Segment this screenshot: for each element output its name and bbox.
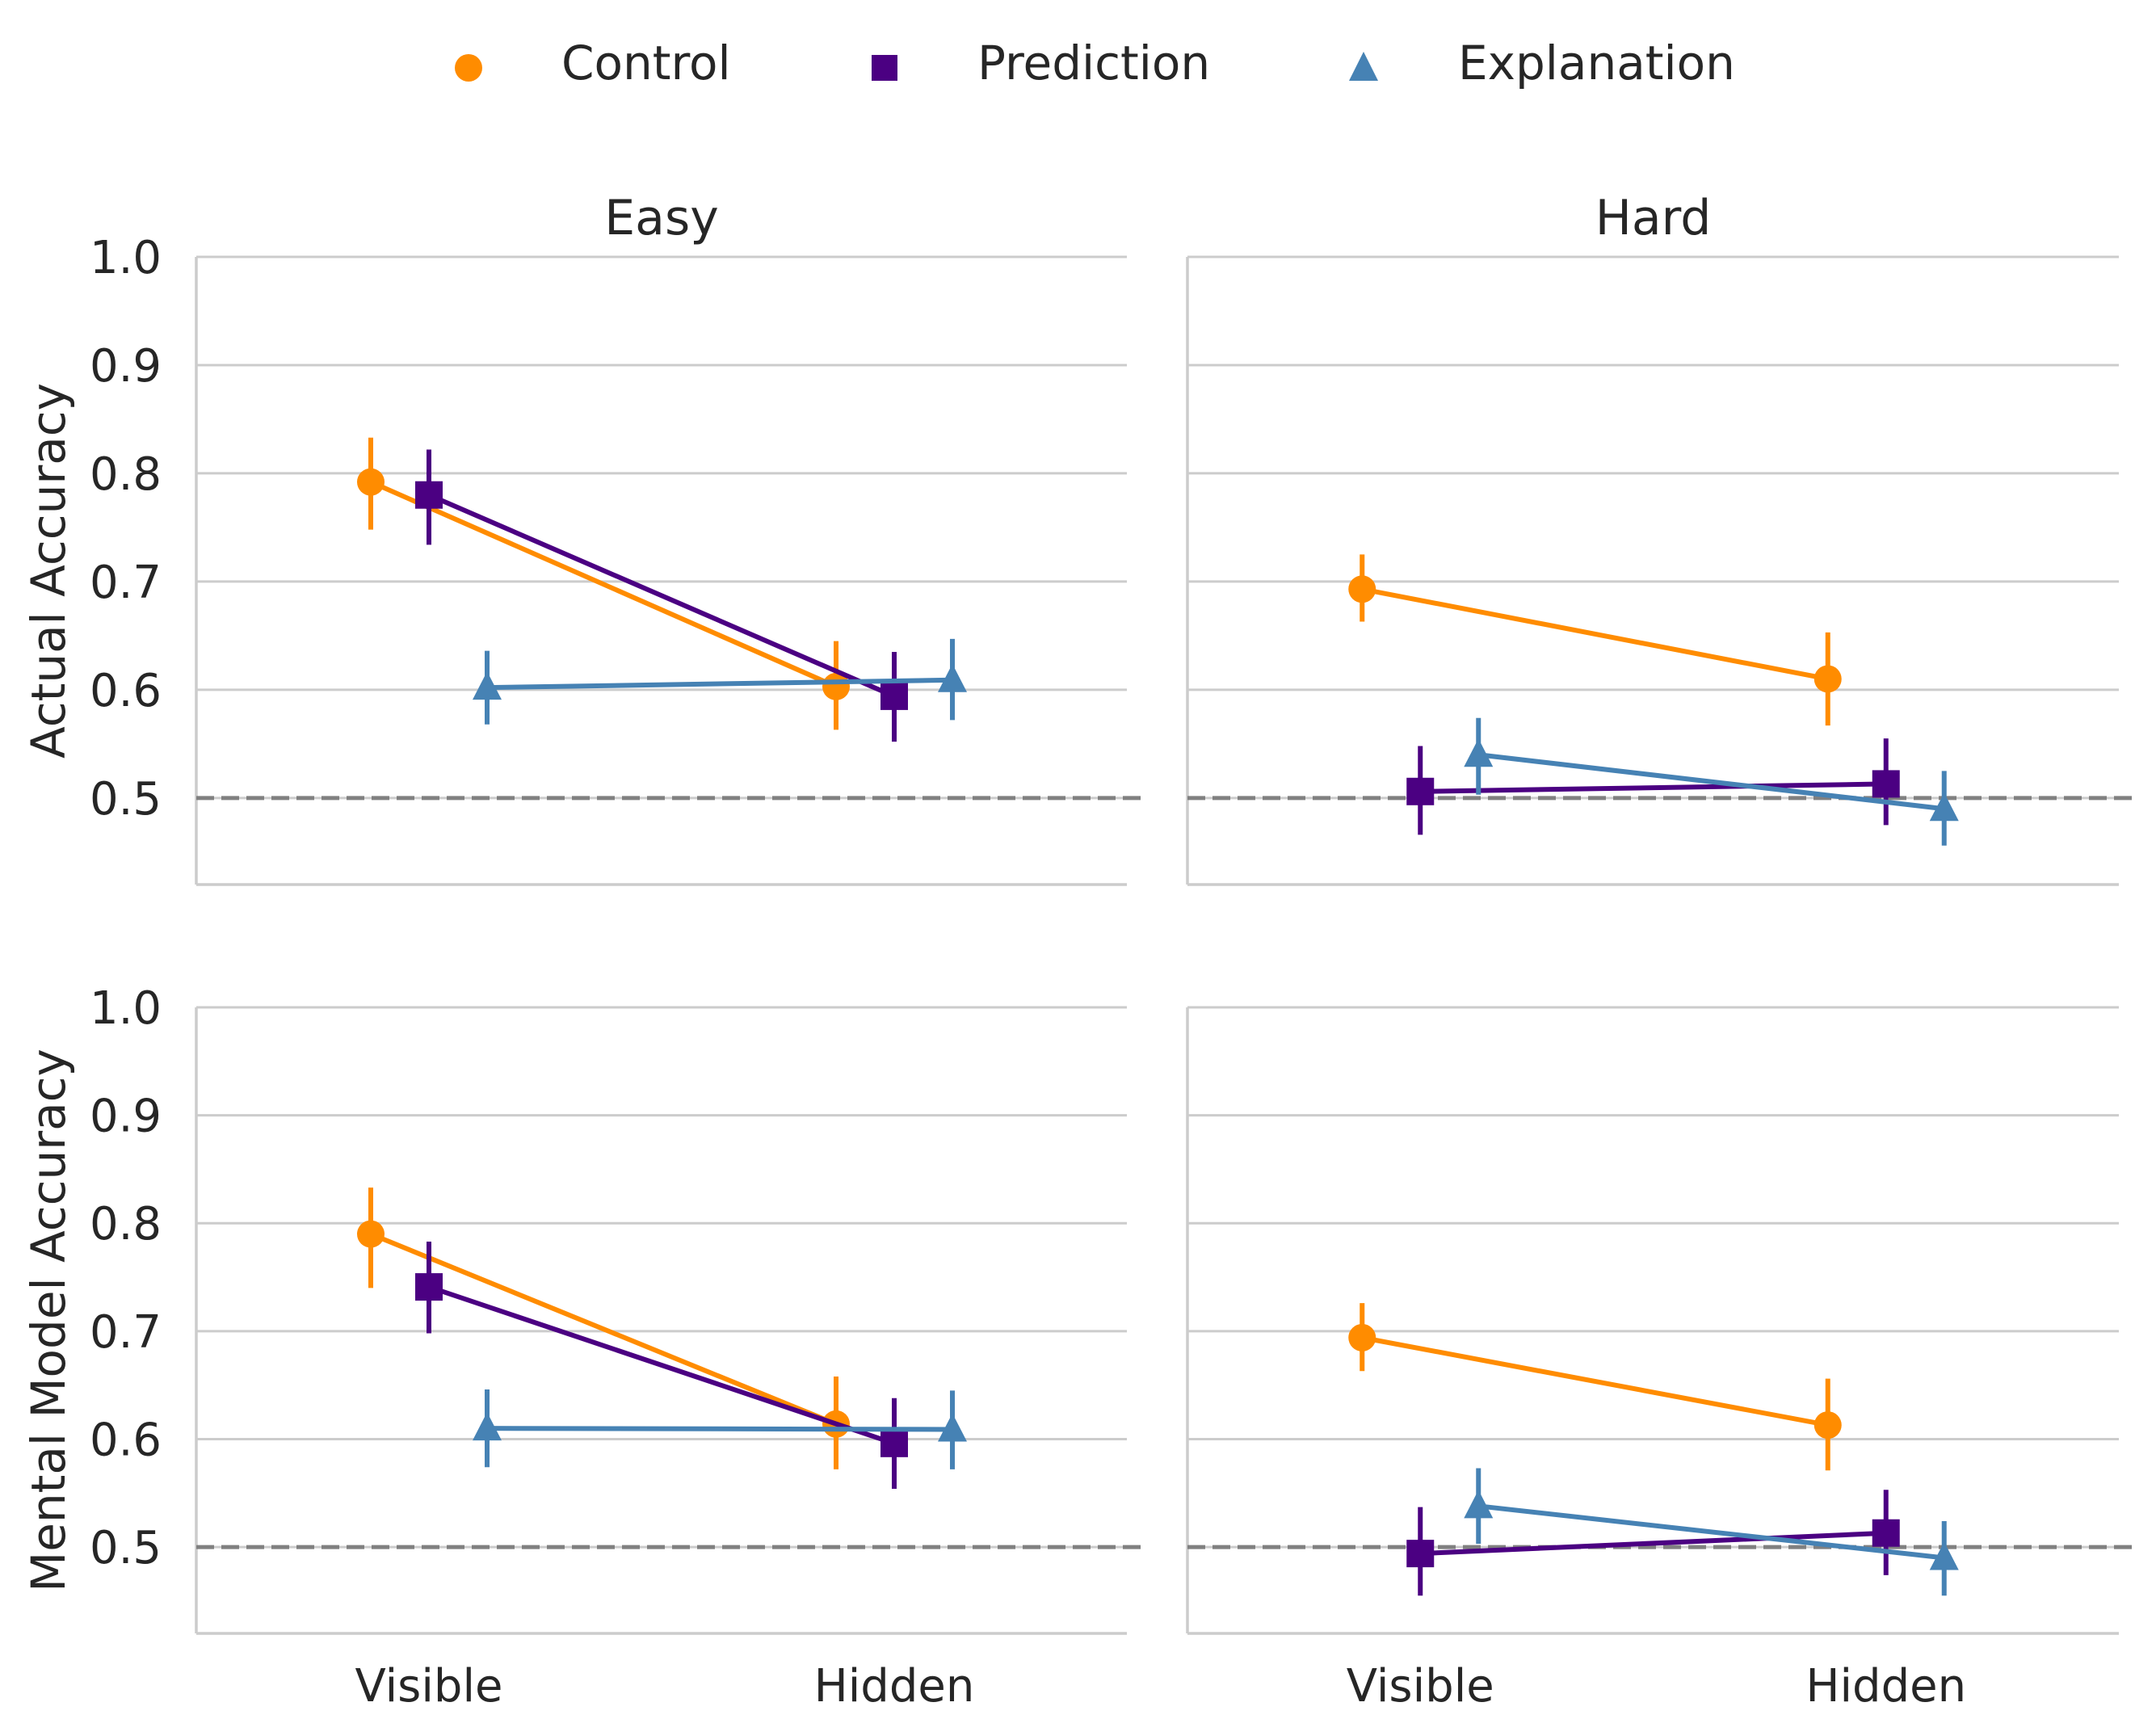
y-tick-label: 0.6	[90, 665, 162, 717]
legend-marker-explanation	[1349, 52, 1378, 81]
legend-marker-control	[455, 54, 482, 82]
legend-item-control: Control	[455, 36, 731, 90]
panel-1: 0.5 0.6 0.7 0.8 0.9 1.0 Easy Actual Accuracy	[21, 190, 1143, 886]
data-point	[1813, 1411, 1842, 1440]
y-tick-label: 0.9	[90, 1091, 162, 1143]
x-tick-label: Visible	[355, 1660, 503, 1713]
data-point	[473, 1412, 502, 1441]
series-line-control	[369, 1231, 838, 1427]
data-point	[1872, 770, 1900, 798]
legend-label-explanation: Explanation	[1458, 36, 1735, 90]
y-tick-label: 0.8	[90, 1198, 162, 1251]
data-point	[1464, 738, 1494, 767]
data-point	[1813, 665, 1842, 693]
series-explanation	[473, 1389, 967, 1469]
panel-4: Visible Hidden	[1186, 1006, 2135, 1713]
data-point	[880, 682, 908, 710]
y-tick-label: 1.0	[90, 232, 162, 284]
y-tick-label: 0.9	[90, 340, 162, 393]
y-axis-label: Mental Model Accuracy	[21, 1049, 76, 1592]
panel-title: Hard	[1595, 190, 1712, 246]
series-prediction	[415, 1241, 908, 1489]
series-line-prediction	[428, 1284, 895, 1446]
series-line-explanation	[486, 677, 953, 691]
series-line-explanation	[1477, 752, 1945, 812]
data-point	[1348, 1323, 1376, 1351]
series-line-prediction	[1420, 1530, 1886, 1557]
panel-title: Easy	[604, 190, 718, 246]
data-point	[415, 1273, 443, 1301]
data-point	[357, 468, 385, 496]
y-tick-label: 0.8	[90, 448, 162, 501]
data-point	[1929, 1541, 1959, 1570]
legend-marker-prediction	[872, 55, 897, 81]
data-point	[1406, 1540, 1435, 1568]
data-point	[938, 1413, 967, 1442]
y-tick-label: 0.6	[90, 1414, 162, 1466]
series-line-explanation	[1477, 1503, 1945, 1561]
y-axis-label: Actual Accuracy	[21, 383, 76, 759]
data-point	[1406, 777, 1435, 805]
data-point	[1929, 792, 1959, 822]
series-line-control	[1361, 1335, 1829, 1428]
series-prediction	[1406, 738, 1900, 835]
data-point	[880, 1429, 908, 1457]
panel-3: 0.5 0.6 0.7 0.8 0.9 1.0 Mental Model Accuracy V…	[21, 982, 1143, 1713]
data-point	[938, 663, 967, 692]
legend-item-explanation: Explanation	[1349, 36, 1735, 90]
series-line-prediction	[427, 492, 896, 699]
y-tick-label: 0.5	[90, 773, 162, 826]
panel-2: Hard	[1186, 190, 2135, 886]
legend: Control Prediction Explanation	[455, 36, 1735, 90]
x-tick-label: Hidden	[814, 1660, 975, 1713]
series-explanation	[473, 638, 967, 725]
data-point	[1348, 575, 1376, 603]
series-control	[1348, 1303, 1842, 1471]
legend-label-prediction: Prediction	[977, 36, 1210, 90]
series-prediction	[415, 449, 908, 742]
series-line-control	[1361, 586, 1829, 682]
data-point	[357, 1220, 385, 1248]
y-tick-label: 1.0	[90, 982, 162, 1035]
legend-label-control: Control	[561, 36, 731, 90]
x-tick-label: Hidden	[1805, 1660, 1966, 1713]
data-point	[1872, 1519, 1900, 1547]
data-point	[473, 671, 502, 700]
y-tick-label: 0.5	[90, 1522, 162, 1574]
data-point	[1464, 1490, 1494, 1519]
series-line-control	[369, 479, 838, 689]
series-prediction	[1406, 1490, 1900, 1596]
series-explanation	[1464, 717, 1959, 846]
x-tick-label: Visible	[1347, 1660, 1494, 1713]
series-control	[1348, 554, 1842, 726]
y-tick-label: 0.7	[90, 1306, 162, 1359]
y-tick-label: 0.7	[90, 557, 162, 609]
data-point	[415, 481, 443, 509]
series-explanation	[1464, 1468, 1959, 1596]
legend-item-prediction: Prediction	[872, 36, 1210, 90]
series-line-prediction	[1420, 781, 1886, 794]
series-line-explanation	[486, 1426, 953, 1432]
